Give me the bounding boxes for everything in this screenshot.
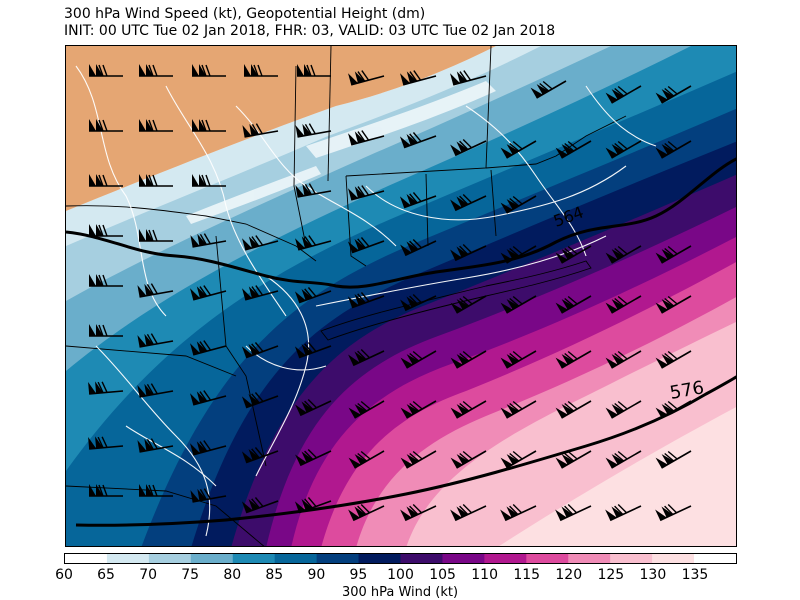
colorbar-bin [232, 554, 276, 563]
colorbar-tick-label: 125 [597, 567, 625, 583]
colorbar-tick-label: 135 [681, 567, 709, 583]
colorbar-tick-label: 75 [181, 567, 200, 583]
colorbar-bin [610, 554, 653, 563]
colorbar-tick-label: 90 [307, 567, 326, 583]
colorbar-tick-label: 95 [349, 567, 368, 583]
height-contour-576 [75, 375, 736, 527]
map-subtitle: INIT: 00 UTC Tue 02 Jan 2018, FHR: 03, V… [64, 23, 556, 39]
colorbar-bin [358, 554, 401, 563]
colorbar-bin [568, 554, 611, 563]
county-lines [75, 65, 657, 537]
band-below-60 [66, 46, 496, 211]
colorbar-bin [316, 554, 360, 563]
band-85 [66, 66, 736, 546]
colorbar-bin [694, 554, 736, 563]
band-105 [261, 196, 736, 546]
colorbar-bin [274, 554, 318, 563]
colorbar-tick-label: 70 [139, 567, 158, 583]
colorbar-tick-label: 105 [429, 567, 456, 583]
band-80 [66, 46, 736, 471]
band-115 [306, 247, 736, 546]
wind-speed-map: 564 576 [65, 45, 737, 547]
height-contour-564 [66, 157, 736, 289]
colorbar-tick-label: 100 [387, 567, 414, 583]
colorbar-tick-label: 115 [513, 567, 541, 583]
band-65 [66, 46, 541, 246]
colorbar-tick-label: 110 [471, 567, 498, 583]
band-100 [226, 166, 736, 546]
colorbar-bin [442, 554, 485, 563]
colorbar-label: 300 hPa Wind (kt) [341, 585, 459, 600]
colorbar-tick-label: 65 [97, 567, 115, 583]
colorbar-tick-label: 130 [639, 567, 667, 583]
colorbar-tick-label: 85 [265, 567, 284, 583]
colorbar-bin [148, 554, 192, 563]
wind-speed-bands [66, 46, 736, 546]
band-110 [281, 221, 736, 546]
colorbar-bin [400, 554, 443, 563]
colorbar-tick-label: 120 [555, 567, 583, 583]
colorbar-bin [106, 554, 150, 563]
colorbar-bin [526, 554, 569, 563]
colorbar-bin [190, 554, 234, 563]
state-boundaries [66, 46, 627, 546]
colorbar-bin [484, 554, 527, 563]
colorbar-bin [652, 554, 695, 563]
colorbar-bin [65, 554, 108, 563]
colorbar-tick-label: 80 [223, 567, 242, 583]
colorbar-tick-label: 60 [55, 567, 73, 583]
colorbar [64, 553, 737, 564]
map-title: 300 hPa Wind Speed (kt), Geopotential He… [64, 6, 426, 22]
